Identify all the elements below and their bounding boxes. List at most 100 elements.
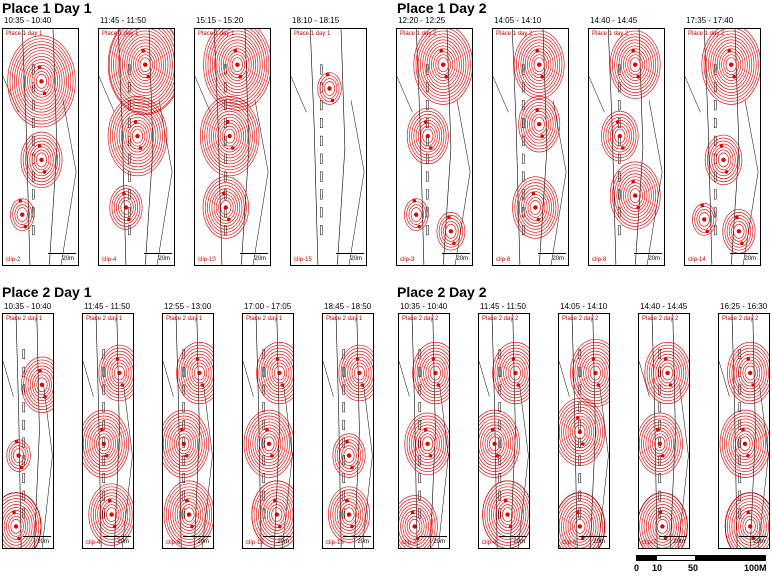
map-road-line	[15, 314, 22, 548]
density-contour	[10, 519, 22, 534]
density-contour	[740, 359, 761, 387]
map-building	[714, 189, 717, 200]
map-building	[738, 437, 742, 448]
density-contour	[202, 99, 258, 174]
density-contour	[111, 188, 141, 227]
density-contour	[479, 415, 516, 472]
observation-point	[43, 395, 47, 399]
density-contour	[705, 30, 757, 99]
observation-point	[748, 524, 753, 529]
panel-scale: 20m	[183, 536, 211, 545]
density-contour	[330, 489, 368, 540]
density-contour	[22, 134, 61, 186]
density-contour	[31, 146, 52, 174]
map-building	[320, 171, 323, 182]
density-contour	[565, 412, 595, 452]
observation-point	[746, 454, 750, 458]
density-contour	[744, 365, 756, 381]
observation-point	[227, 217, 231, 222]
observation-point	[325, 72, 330, 77]
map-building	[262, 437, 266, 448]
map-road-line	[597, 384, 609, 548]
density-contour	[11, 41, 72, 122]
density-contour	[565, 507, 595, 546]
observation-point	[197, 370, 202, 376]
density-contour	[620, 176, 650, 215]
density-contour	[204, 179, 247, 236]
density-contour	[518, 36, 561, 93]
map-building	[418, 349, 422, 360]
density-contour	[220, 42, 254, 87]
density-contour	[216, 36, 259, 93]
map-building	[522, 225, 525, 236]
density-contour	[609, 30, 661, 99]
density-contour	[222, 45, 252, 84]
density-contour	[412, 341, 449, 405]
map-building	[32, 100, 35, 111]
density-contour	[411, 113, 445, 159]
map-building	[738, 473, 742, 483]
density-contour-map	[493, 29, 567, 265]
density-contour	[482, 480, 529, 548]
density-contour	[22, 56, 61, 107]
observation-point	[227, 133, 232, 139]
density-contour	[415, 29, 471, 102]
density-contour	[118, 110, 157, 162]
density-contour	[623, 48, 648, 81]
density-contour-map	[589, 29, 663, 265]
density-contour	[738, 356, 763, 390]
observation-point	[492, 441, 497, 446]
panel-time: 12:55 - 13:00	[164, 302, 212, 311]
density-contour	[168, 486, 210, 543]
density-contour	[173, 430, 194, 458]
map-building	[320, 135, 323, 146]
density-contour	[649, 430, 670, 458]
map-building	[658, 366, 662, 377]
density-contour	[349, 359, 370, 387]
map-building	[738, 419, 742, 430]
density-contour	[651, 350, 685, 396]
density-contour	[399, 501, 434, 548]
density-contour	[406, 516, 423, 537]
density-contour	[193, 365, 205, 381]
density-contour	[601, 110, 639, 162]
density-contour	[696, 209, 713, 230]
observation-point	[577, 429, 582, 435]
density-contour	[629, 188, 641, 203]
density-contour	[117, 29, 173, 102]
panel-clip-id: clip-4	[102, 257, 117, 263]
density-contour	[227, 51, 248, 79]
density-contour	[737, 433, 753, 455]
observation-point	[133, 120, 138, 124]
map-road-line	[323, 361, 334, 397]
density-contour	[130, 45, 160, 84]
density-contour	[163, 409, 210, 478]
density-contour	[34, 374, 50, 396]
density-contour	[213, 191, 238, 224]
observation-point	[581, 536, 585, 541]
density-contour	[116, 194, 136, 221]
density-contour	[509, 365, 521, 381]
density-contour	[273, 365, 285, 381]
density-contour	[711, 143, 736, 177]
density-contour	[27, 140, 56, 180]
map-building	[262, 473, 266, 483]
density-contour	[124, 36, 167, 93]
map-building	[714, 118, 717, 129]
density-contour	[581, 353, 609, 393]
observation-point	[537, 122, 542, 127]
density-contour	[703, 29, 759, 102]
density-contour	[351, 362, 368, 384]
density-contour	[264, 498, 289, 531]
map-building	[738, 402, 742, 413]
density-contour	[654, 436, 666, 452]
density-contour	[437, 57, 449, 73]
density-contour	[119, 30, 171, 99]
density-contour	[561, 406, 599, 458]
density-contour	[259, 430, 279, 458]
density-contour	[498, 350, 529, 396]
density-contour	[243, 409, 293, 478]
panel-scale: 20m	[336, 253, 364, 262]
density-contour	[83, 415, 125, 472]
density-contour	[118, 197, 134, 218]
